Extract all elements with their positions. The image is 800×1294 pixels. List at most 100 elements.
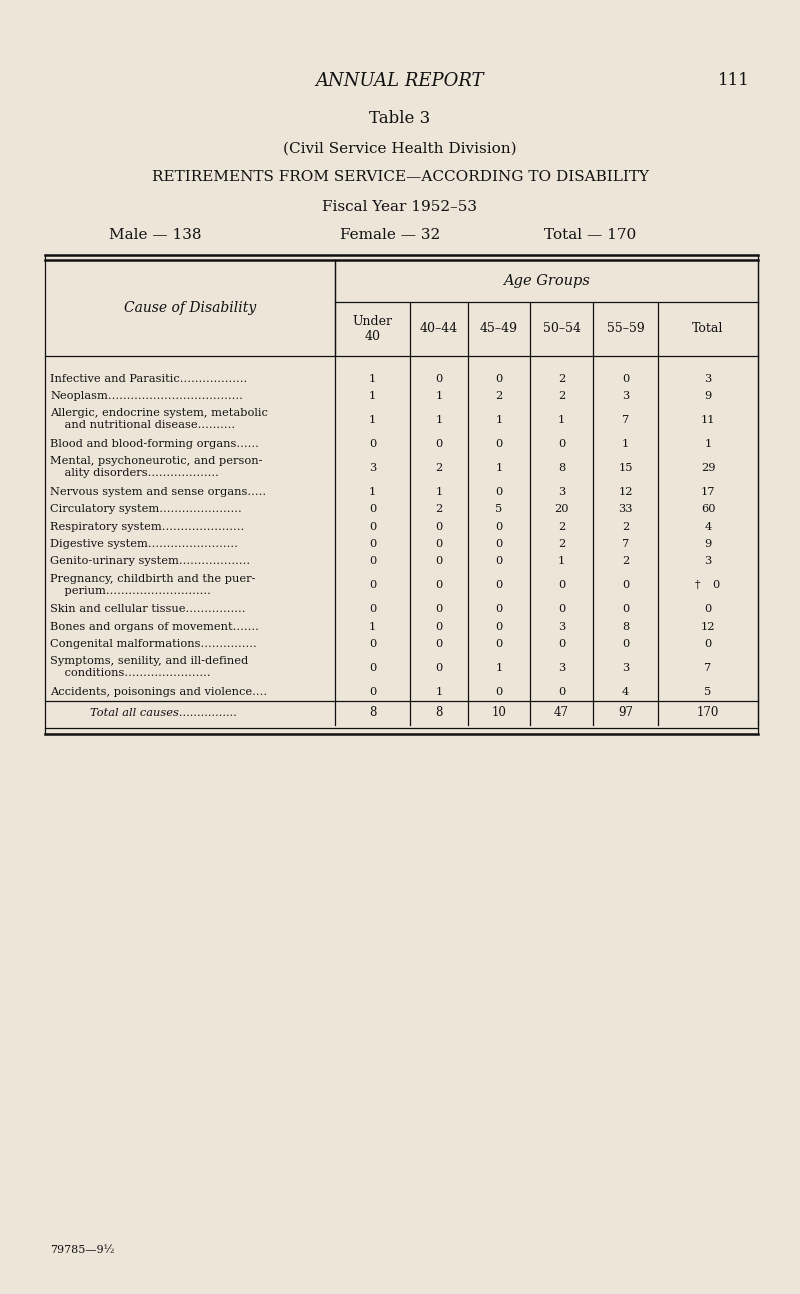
Text: Mental, psychoneurotic, and person-: Mental, psychoneurotic, and person- <box>50 457 262 466</box>
Text: 0: 0 <box>495 621 502 631</box>
Text: 60: 60 <box>701 505 715 514</box>
Text: 3: 3 <box>558 487 565 497</box>
Text: 17: 17 <box>701 487 715 497</box>
Text: 0: 0 <box>558 604 565 615</box>
Text: 1: 1 <box>369 374 376 383</box>
Text: 2: 2 <box>622 556 629 567</box>
Text: 0: 0 <box>558 580 565 590</box>
Text: †: † <box>694 580 700 590</box>
Text: 3: 3 <box>558 621 565 631</box>
Text: 1: 1 <box>622 439 629 449</box>
Text: 0: 0 <box>369 663 376 673</box>
Text: 5: 5 <box>704 687 712 697</box>
Text: 170: 170 <box>697 707 719 719</box>
Text: 9: 9 <box>704 391 712 401</box>
Text: 0: 0 <box>495 604 502 615</box>
Text: 0: 0 <box>704 604 712 615</box>
Text: 0: 0 <box>704 639 712 648</box>
Text: 2: 2 <box>435 505 442 514</box>
Text: 0: 0 <box>558 639 565 648</box>
Text: 8: 8 <box>369 707 376 719</box>
Text: Skin and cellular tissue................: Skin and cellular tissue................ <box>50 604 246 615</box>
Text: 12: 12 <box>618 487 633 497</box>
Text: 0: 0 <box>369 580 376 590</box>
Text: 0: 0 <box>622 374 629 383</box>
Text: 0: 0 <box>495 538 502 549</box>
Text: 0: 0 <box>495 580 502 590</box>
Text: conditions.......................: conditions....................... <box>50 669 210 678</box>
Text: 2: 2 <box>558 374 565 383</box>
Text: 1: 1 <box>369 391 376 401</box>
Text: 10: 10 <box>491 707 506 719</box>
Text: 12: 12 <box>701 621 715 631</box>
Text: 5: 5 <box>495 505 502 514</box>
Text: 0: 0 <box>495 487 502 497</box>
Text: 0: 0 <box>369 505 376 514</box>
Text: 0: 0 <box>369 687 376 697</box>
Text: 7: 7 <box>622 415 629 424</box>
Text: 0: 0 <box>495 374 502 383</box>
Text: Cause of Disability: Cause of Disability <box>124 302 256 314</box>
Text: Bones and organs of movement.......: Bones and organs of movement....... <box>50 621 259 631</box>
Text: 33: 33 <box>618 505 633 514</box>
Text: 2: 2 <box>558 538 565 549</box>
Text: 0: 0 <box>435 663 442 673</box>
Text: 1: 1 <box>704 439 712 449</box>
Text: and nutritional disease..........: and nutritional disease.......... <box>50 421 235 431</box>
Text: 3: 3 <box>622 391 629 401</box>
Text: Nervous system and sense organs.....: Nervous system and sense organs..... <box>50 487 266 497</box>
Text: 8: 8 <box>622 621 629 631</box>
Text: 3: 3 <box>558 663 565 673</box>
Text: Digestive system........................: Digestive system........................ <box>50 538 238 549</box>
Text: 2: 2 <box>495 391 502 401</box>
Text: 1: 1 <box>435 415 442 424</box>
Text: 1: 1 <box>558 556 565 567</box>
Text: 45–49: 45–49 <box>480 322 518 335</box>
Text: 1: 1 <box>369 415 376 424</box>
Text: Congenital malformations...............: Congenital malformations............... <box>50 639 257 648</box>
Text: Accidents, poisonings and violence....: Accidents, poisonings and violence.... <box>50 687 267 697</box>
Text: Blood and blood-forming organs......: Blood and blood-forming organs...... <box>50 439 259 449</box>
Text: Female — 32: Female — 32 <box>340 228 440 242</box>
Text: 1: 1 <box>435 391 442 401</box>
Text: Male — 138: Male — 138 <box>109 228 202 242</box>
Text: 7: 7 <box>622 538 629 549</box>
Text: 0: 0 <box>622 580 629 590</box>
Text: Total all causes................: Total all causes................ <box>90 708 237 718</box>
Text: 0: 0 <box>495 556 502 567</box>
Text: 1: 1 <box>435 687 442 697</box>
Text: 2: 2 <box>558 521 565 532</box>
Text: Total: Total <box>692 322 724 335</box>
Text: 79785—9½: 79785—9½ <box>50 1245 114 1255</box>
Text: 0: 0 <box>369 439 376 449</box>
Text: (Civil Service Health Division): (Civil Service Health Division) <box>283 142 517 157</box>
Text: 0: 0 <box>369 556 376 567</box>
Text: 1: 1 <box>369 487 376 497</box>
Text: 55–59: 55–59 <box>606 322 644 335</box>
Text: Table 3: Table 3 <box>370 110 430 127</box>
Text: 2: 2 <box>622 521 629 532</box>
Text: 4: 4 <box>622 687 629 697</box>
Text: 1: 1 <box>369 621 376 631</box>
Text: 97: 97 <box>618 707 633 719</box>
Text: Under
40: Under 40 <box>353 314 393 343</box>
Text: 7: 7 <box>704 663 712 673</box>
Text: 0: 0 <box>435 580 442 590</box>
Text: 29: 29 <box>701 463 715 472</box>
Text: perium............................: perium............................ <box>50 586 211 595</box>
Text: 0: 0 <box>435 621 442 631</box>
Text: 0: 0 <box>369 538 376 549</box>
Text: 9: 9 <box>704 538 712 549</box>
Text: 3: 3 <box>704 556 712 567</box>
Text: Respiratory system......................: Respiratory system...................... <box>50 521 244 532</box>
Text: Age Groups: Age Groups <box>503 274 590 289</box>
Text: 0: 0 <box>369 604 376 615</box>
Text: 0: 0 <box>435 521 442 532</box>
Text: 0: 0 <box>369 639 376 648</box>
Text: 1: 1 <box>495 415 502 424</box>
Text: Fiscal Year 1952–53: Fiscal Year 1952–53 <box>322 201 478 214</box>
Text: 0: 0 <box>495 639 502 648</box>
Text: Circulatory system......................: Circulatory system...................... <box>50 505 242 514</box>
Text: 8: 8 <box>558 463 565 472</box>
Text: 0: 0 <box>622 604 629 615</box>
